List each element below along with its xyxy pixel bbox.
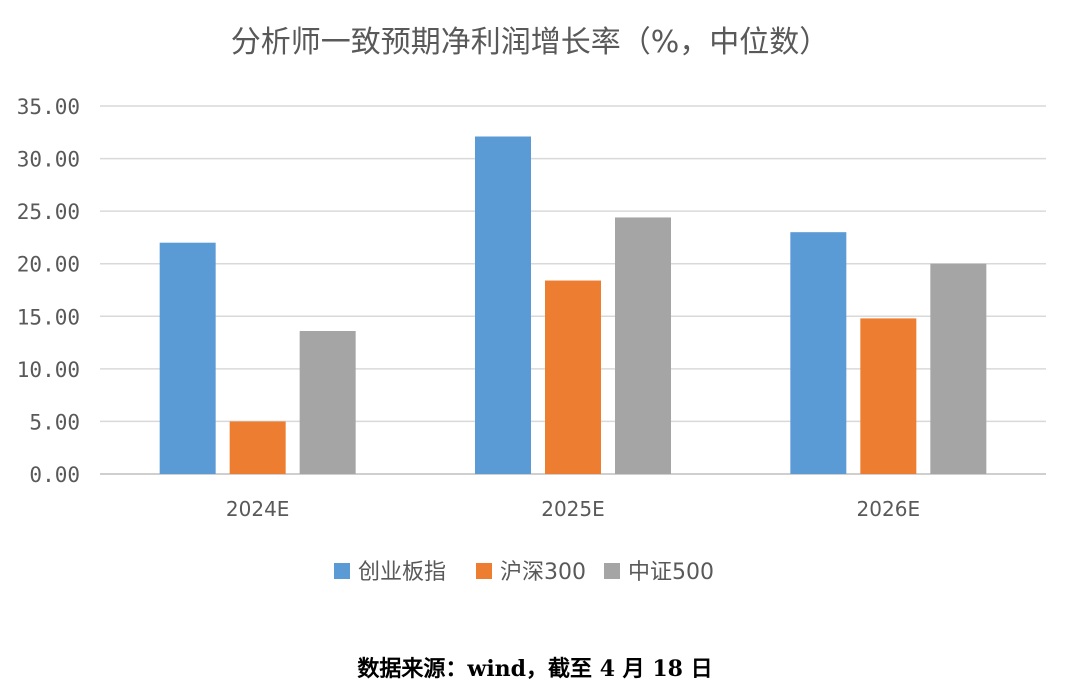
y-tick-label: 15.00 [17, 305, 80, 329]
legend-label: 沪深300 [500, 560, 586, 585]
bars [159, 136, 987, 475]
x-category-label: 2024E [226, 497, 290, 521]
y-axis-tick-labels: 0.00 5.00 10.00 15.00 20.00 25.00 30.00 35.00 [17, 95, 80, 487]
legend-swatch [334, 563, 350, 579]
legend-swatch [604, 563, 620, 579]
bar-2026E-series-3 [930, 263, 987, 474]
x-axis-category-labels: 2024E 2025E 2026E [226, 497, 920, 521]
bar-2024E-series-2 [229, 421, 286, 474]
bar-2026E-series-2 [860, 318, 917, 474]
y-tick-label: 30.00 [17, 148, 80, 172]
y-tick-label: 35.00 [17, 95, 80, 119]
bar-2026E-series-1 [790, 232, 847, 474]
y-tick-label: 0.00 [29, 463, 80, 487]
y-tick-label: 10.00 [17, 358, 80, 382]
legend-label: 中证500 [628, 560, 714, 585]
bar-2024E-series-3 [299, 331, 356, 474]
bar-2025E-series-3 [615, 217, 671, 475]
x-category-label: 2025E [541, 497, 605, 521]
y-tick-label: 25.00 [17, 200, 80, 224]
bar-2025E-series-1 [475, 136, 531, 474]
legend-label: 创业板指 [358, 560, 446, 585]
x-category-label: 2026E [857, 497, 921, 521]
y-tick-label: 20.00 [17, 253, 80, 277]
bar-2024E-series-1 [159, 242, 216, 474]
bar-2025E-series-2 [545, 280, 601, 474]
legend-swatch [476, 563, 492, 579]
source-note: 数据来源：wind，截至 4 月 18 日 [357, 656, 712, 682]
legend: 创业板指 沪深300 中证500 [334, 560, 714, 585]
y-tick-label: 5.00 [29, 410, 80, 434]
chart-title: 分析师一致预期净利润增长率（%，中位数） [231, 25, 830, 60]
